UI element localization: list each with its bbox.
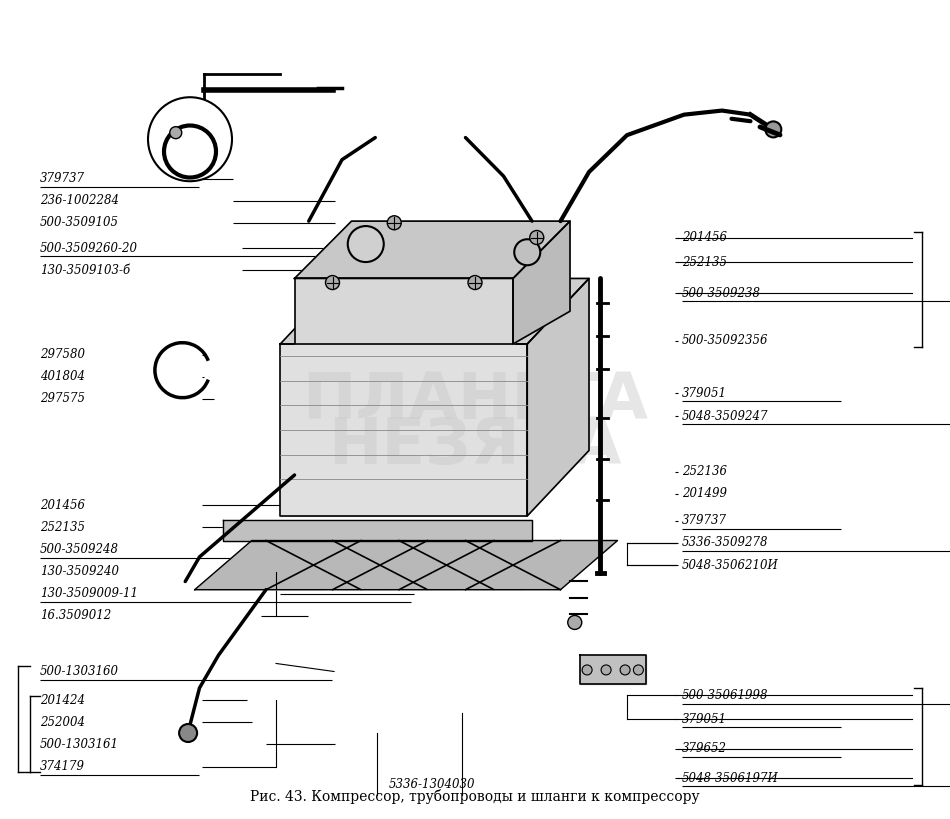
Text: 5048-3509247: 5048-3509247 (682, 410, 769, 423)
Text: 500-35092356: 500-35092356 (682, 334, 769, 347)
Text: 500-3509238: 500-3509238 (682, 287, 761, 300)
Circle shape (620, 665, 630, 675)
Text: 500-1303160: 500-1303160 (40, 665, 119, 678)
Text: 5048-3506210И: 5048-3506210И (682, 559, 779, 572)
Circle shape (170, 127, 181, 138)
Circle shape (514, 239, 541, 265)
Text: 500-3509105: 500-3509105 (40, 216, 119, 229)
Text: 379051: 379051 (682, 713, 727, 726)
Circle shape (348, 226, 384, 262)
Text: 401804: 401804 (40, 370, 85, 383)
Polygon shape (280, 344, 527, 516)
Polygon shape (280, 278, 589, 344)
Text: 500-3509260-20: 500-3509260-20 (40, 242, 138, 255)
Circle shape (388, 215, 401, 230)
Text: 500-3509248: 500-3509248 (40, 543, 119, 556)
Circle shape (530, 230, 543, 245)
Text: 252135: 252135 (682, 256, 727, 269)
Text: 500-1303161: 500-1303161 (40, 738, 119, 751)
Circle shape (582, 665, 592, 675)
Text: 252136: 252136 (682, 465, 727, 478)
Polygon shape (527, 278, 589, 516)
Text: 5336-1304030: 5336-1304030 (389, 778, 476, 791)
Text: 201499: 201499 (682, 487, 727, 500)
Text: 16.3509012: 16.3509012 (40, 609, 111, 622)
Polygon shape (223, 520, 532, 541)
Text: 201456: 201456 (40, 499, 85, 512)
Text: 297580: 297580 (40, 348, 85, 361)
Text: 252004: 252004 (40, 716, 85, 729)
Circle shape (568, 615, 581, 630)
Text: 130-3509240: 130-3509240 (40, 565, 119, 578)
Text: 5048-3506197И: 5048-3506197И (682, 771, 779, 785)
Text: 500-35061998: 500-35061998 (682, 689, 769, 702)
Polygon shape (513, 221, 570, 344)
Circle shape (634, 665, 643, 675)
Text: 130-3509103-б: 130-3509103-б (40, 264, 130, 277)
Circle shape (180, 724, 197, 742)
Text: 5336-3509278: 5336-3509278 (682, 536, 769, 550)
Circle shape (468, 275, 482, 290)
Text: 379652: 379652 (682, 742, 727, 755)
Text: 252135: 252135 (40, 521, 85, 534)
Polygon shape (294, 221, 570, 278)
Circle shape (148, 97, 232, 181)
Text: 201456: 201456 (682, 231, 727, 244)
Text: 379737: 379737 (40, 172, 85, 185)
Circle shape (766, 121, 781, 138)
Text: 201424: 201424 (40, 694, 85, 707)
Polygon shape (580, 655, 646, 684)
Circle shape (326, 275, 339, 290)
Text: 379737: 379737 (682, 514, 727, 527)
Polygon shape (294, 278, 513, 344)
Text: 374179: 374179 (40, 760, 85, 773)
Text: 236-1002284: 236-1002284 (40, 194, 119, 207)
Text: 379051: 379051 (682, 387, 727, 400)
Text: 297575: 297575 (40, 392, 85, 405)
Polygon shape (195, 541, 618, 590)
Text: Рис. 43. Компрессор, трубопроводы и шланги к компрессору: Рис. 43. Компрессор, трубопроводы и шлан… (250, 789, 700, 803)
Circle shape (601, 665, 611, 675)
Text: ПЛАНЕТА: ПЛАНЕТА (302, 370, 648, 432)
Text: 130-3509009-11: 130-3509009-11 (40, 587, 138, 600)
Text: НЕЗЯКА: НЕЗЯКА (329, 415, 621, 477)
